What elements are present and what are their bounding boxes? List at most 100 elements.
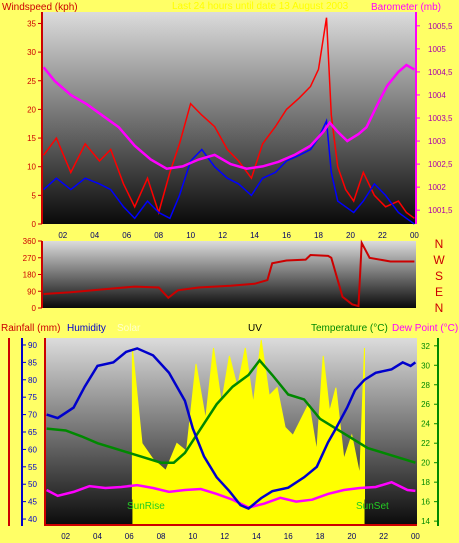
sunrise-label: SunRise (127, 501, 165, 512)
wind-y-tick-label: 20 (27, 105, 36, 114)
temp-x-tick-label: 02 (61, 532, 70, 541)
humidity-y-tick-label: 50 (28, 480, 37, 489)
compass-label: W (433, 253, 445, 267)
wind-y-tick-label: 15 (27, 134, 36, 143)
barometer-y-tick-label: 1001,5 (428, 206, 453, 215)
temperature-y-tick-label: 26 (421, 400, 430, 409)
solar-label: Solar (117, 323, 141, 334)
temp-x-tick-label: 20 (347, 532, 356, 541)
humidity-y-ticks: 40 45 50 55 60 65 70 75 80 85 90 (22, 341, 37, 524)
wind-y-tick-label: 0 (32, 220, 37, 229)
wind-x-tick-label: 16 (282, 231, 291, 240)
temperature-y-tick-label: 18 (421, 478, 430, 487)
wind-x-ticks: 02 04 06 08 10 12 14 16 18 20 22 00 (58, 231, 419, 240)
temp-x-tick-label: 14 (252, 532, 261, 541)
humidity-axis-label: Humidity (67, 323, 106, 334)
direction-y-ticks: 0 90 180 270 360 (23, 237, 42, 313)
temp-x-tick-label: 22 (379, 532, 388, 541)
wind-x-tick-label: 22 (378, 231, 387, 240)
temperature-y-tick-label: 30 (421, 361, 430, 370)
compass-label: E (435, 285, 443, 299)
temperature-y-tick-label: 16 (421, 498, 430, 507)
direction-y-tick-label: 270 (23, 254, 37, 263)
direction-y-tick-label: 0 (32, 304, 37, 313)
humidity-y-tick-label: 75 (28, 393, 37, 402)
temp-x-tick-label: 16 (284, 532, 293, 541)
wind-y-tick-label: 35 (27, 19, 36, 28)
barometer-y-tick-label: 1004,5 (428, 68, 453, 77)
barometer-y-tick-label: 1003,5 (428, 114, 453, 123)
temperature-y-ticks: 14 16 18 20 22 24 26 28 30 32 (421, 342, 438, 526)
humidity-y-tick-label: 45 (28, 498, 37, 507)
direction-y-tick-label: 180 (23, 271, 37, 280)
series-gust-line (43, 118, 415, 225)
temp-x-tick-label: 00 (411, 532, 420, 541)
wind-x-tick-label: 18 (314, 231, 323, 240)
temperature-y-tick-label: 20 (421, 459, 430, 468)
wind-y-ticks: 0 5 10 15 20 25 30 35 (27, 19, 42, 229)
temp-x-tick-label: 18 (316, 532, 325, 541)
temperature-y-tick-label: 22 (421, 439, 430, 448)
compass-label: S (435, 269, 443, 283)
compass-label: N (435, 237, 444, 251)
wind-plot-area (42, 12, 416, 224)
temp-series (45, 339, 417, 526)
temperature-y-tick-label: 24 (421, 420, 430, 429)
wind-x-tick-label: 12 (218, 231, 227, 240)
barometer-axis-label: Barometer (mb) (371, 2, 441, 13)
humidity-y-tick-label: 60 (28, 445, 37, 454)
wind-y-tick-label: 5 (32, 191, 37, 200)
barometer-y-tick-label: 1005 (428, 45, 446, 54)
humidity-y-tick-label: 80 (28, 376, 37, 385)
barometer-y-tick-label: 1002 (428, 183, 446, 192)
wind-y-tick-label: 10 (27, 163, 36, 172)
series-temperature-line (46, 358, 416, 464)
temperature-y-tick-label: 14 (421, 517, 430, 526)
humidity-y-tick-label: 90 (28, 341, 37, 350)
sunset-label: SunSet (356, 501, 389, 512)
temp-x-ticks: 02 04 06 08 10 12 14 16 18 20 22 00 (61, 532, 420, 541)
dewpoint-axis-label: Dew Point (°C) (392, 323, 458, 334)
temp-x-tick-label: 08 (157, 532, 166, 541)
direction-y-tick-label: 90 (27, 287, 36, 296)
humidity-y-tick-label: 65 (28, 428, 37, 437)
series-windspeed-line (42, 17, 415, 219)
rainfall-axis-label: Rainfall (mm) (1, 323, 60, 334)
series-barometer-line (42, 63, 416, 170)
wind-axis-label: Windspeed (kph) (2, 2, 78, 13)
compass-label: N (435, 301, 444, 315)
direction-series (43, 239, 415, 308)
temperature-axis-label: Temperature (°C) (311, 323, 388, 334)
humidity-y-tick-label: 70 (28, 411, 37, 420)
wind-x-tick-label: 08 (154, 231, 163, 240)
wind-x-tick-label: 00 (410, 231, 419, 240)
temp-x-tick-label: 06 (125, 532, 134, 541)
temp-x-tick-label: 12 (220, 532, 229, 541)
temperature-y-tick-label: 28 (421, 381, 430, 390)
humidity-y-tick-label: 55 (28, 463, 37, 472)
temp-x-tick-label: 04 (93, 532, 102, 541)
wind-y-tick-label: 25 (27, 77, 36, 86)
series-direction-line (43, 239, 415, 308)
direction-y-tick-label: 360 (23, 237, 37, 246)
direction-plot-area (42, 241, 416, 308)
wind-series (42, 17, 416, 225)
uv-label: UV (248, 323, 262, 334)
humidity-y-tick-label: 40 (28, 515, 37, 524)
series-dew-point-line (46, 480, 416, 509)
wind-x-tick-label: 14 (250, 231, 259, 240)
wind-y-tick-label: 30 (27, 48, 36, 57)
series-humidity-line (46, 347, 417, 511)
barometer-y-tick-label: 1002,5 (428, 160, 453, 169)
temp-x-tick-label: 10 (188, 532, 197, 541)
barometer-y-tick-label: 1004 (428, 91, 446, 100)
wind-x-tick-label: 10 (186, 231, 195, 240)
barometer-y-tick-label: 1003 (428, 137, 446, 146)
wind-x-tick-label: 04 (90, 231, 99, 240)
temperature-y-tick-label: 32 (421, 342, 430, 351)
wind-x-tick-label: 20 (346, 231, 355, 240)
barometer-y-ticks: 1001,5 1002 1002,5 1003 1003,5 1004 1004,5 1005… (416, 22, 453, 215)
chart-title: Last 24 hours until date 13 August 2003 (172, 1, 349, 12)
